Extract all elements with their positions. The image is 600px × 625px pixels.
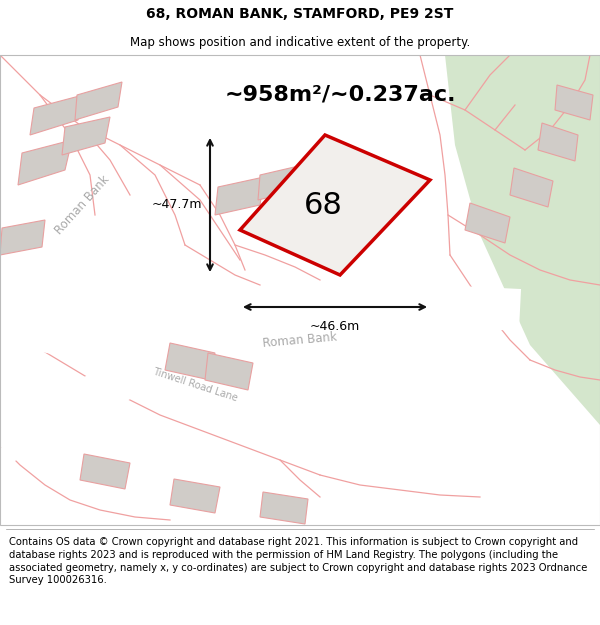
Polygon shape [465, 203, 510, 243]
Polygon shape [0, 316, 406, 478]
Text: 68, ROMAN BANK, STAMFORD, PE9 2ST: 68, ROMAN BANK, STAMFORD, PE9 2ST [146, 7, 454, 21]
Text: Map shows position and indicative extent of the property.: Map shows position and indicative extent… [130, 36, 470, 49]
Polygon shape [555, 85, 593, 120]
Polygon shape [0, 220, 45, 255]
Text: Contains OS data © Crown copyright and database right 2021. This information is : Contains OS data © Crown copyright and d… [9, 537, 587, 586]
Polygon shape [260, 492, 308, 524]
Text: ~46.6m: ~46.6m [310, 321, 360, 334]
Text: ~47.7m: ~47.7m [151, 199, 202, 211]
Polygon shape [205, 353, 253, 390]
Polygon shape [510, 168, 553, 207]
Polygon shape [215, 177, 264, 215]
Polygon shape [538, 123, 578, 161]
Text: 68: 68 [304, 191, 343, 219]
Bar [0, 55, 600, 525]
Polygon shape [30, 95, 83, 135]
Text: ~958m²/~0.237ac.: ~958m²/~0.237ac. [224, 85, 456, 105]
Text: Roman Bank: Roman Bank [52, 173, 112, 237]
Polygon shape [0, 284, 521, 464]
Polygon shape [80, 454, 130, 489]
Polygon shape [170, 479, 220, 513]
Polygon shape [75, 82, 122, 120]
Text: Roman Bank: Roman Bank [262, 330, 338, 350]
Text: Tinwell Road Lane: Tinwell Road Lane [151, 366, 239, 404]
Polygon shape [240, 135, 430, 275]
Polygon shape [445, 55, 600, 425]
Polygon shape [62, 117, 110, 155]
Polygon shape [258, 165, 303, 200]
Polygon shape [165, 343, 215, 380]
Polygon shape [18, 140, 72, 185]
